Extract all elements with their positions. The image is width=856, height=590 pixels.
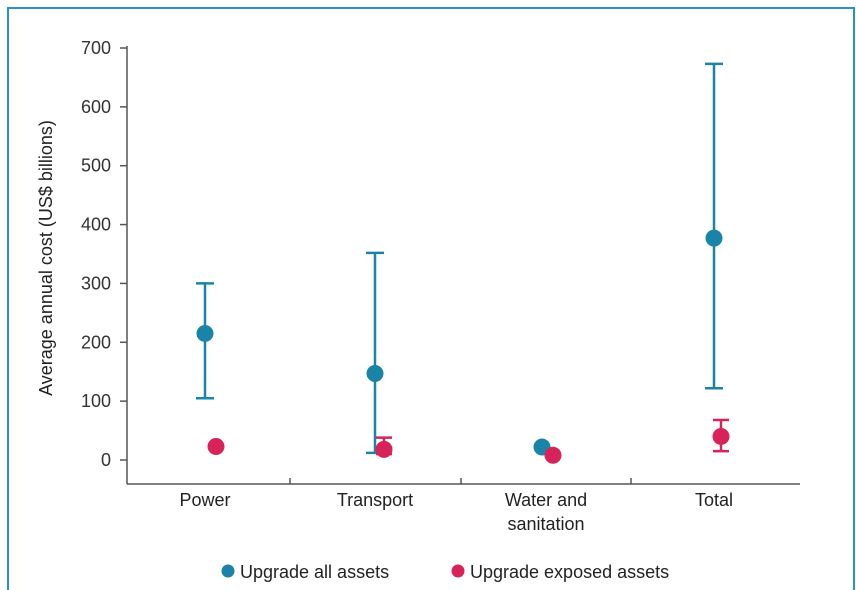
y-tick-label: 100	[81, 391, 111, 411]
data-point	[375, 440, 393, 458]
data-point	[705, 229, 723, 247]
data-point	[712, 427, 730, 445]
legend: Upgrade all assets Upgrade exposed assets	[221, 562, 669, 582]
legend-label: Upgrade exposed assets	[470, 562, 669, 582]
y-tick-label: 700	[81, 38, 111, 58]
marks	[196, 62, 730, 464]
y-tick-label: 600	[81, 97, 111, 117]
panel-border	[7, 7, 855, 590]
x-category-label: Power	[179, 490, 230, 510]
x-category-label: Water and	[505, 490, 587, 510]
data-point	[196, 324, 214, 342]
y-tick-label: 300	[81, 273, 111, 293]
axes: 0 100 200 300 400 500 600 700 Power Transport Wate…	[81, 38, 800, 534]
y-tick-label: 400	[81, 215, 111, 235]
data-point	[366, 364, 384, 382]
y-tick-label: 0	[101, 450, 111, 470]
legend-label: Upgrade all assets	[240, 562, 389, 582]
y-tick-label: 500	[81, 156, 111, 176]
y-axis-title: Average annual cost (US$ billions)	[36, 120, 56, 396]
y-tick-label: 200	[81, 332, 111, 352]
x-category-label: Total	[695, 490, 733, 510]
legend-marker	[221, 564, 235, 578]
data-point	[207, 437, 225, 455]
x-category-label: Transport	[337, 490, 413, 510]
legend-marker	[451, 564, 465, 578]
x-category-label: sanitation	[507, 514, 584, 534]
data-point	[544, 446, 562, 464]
